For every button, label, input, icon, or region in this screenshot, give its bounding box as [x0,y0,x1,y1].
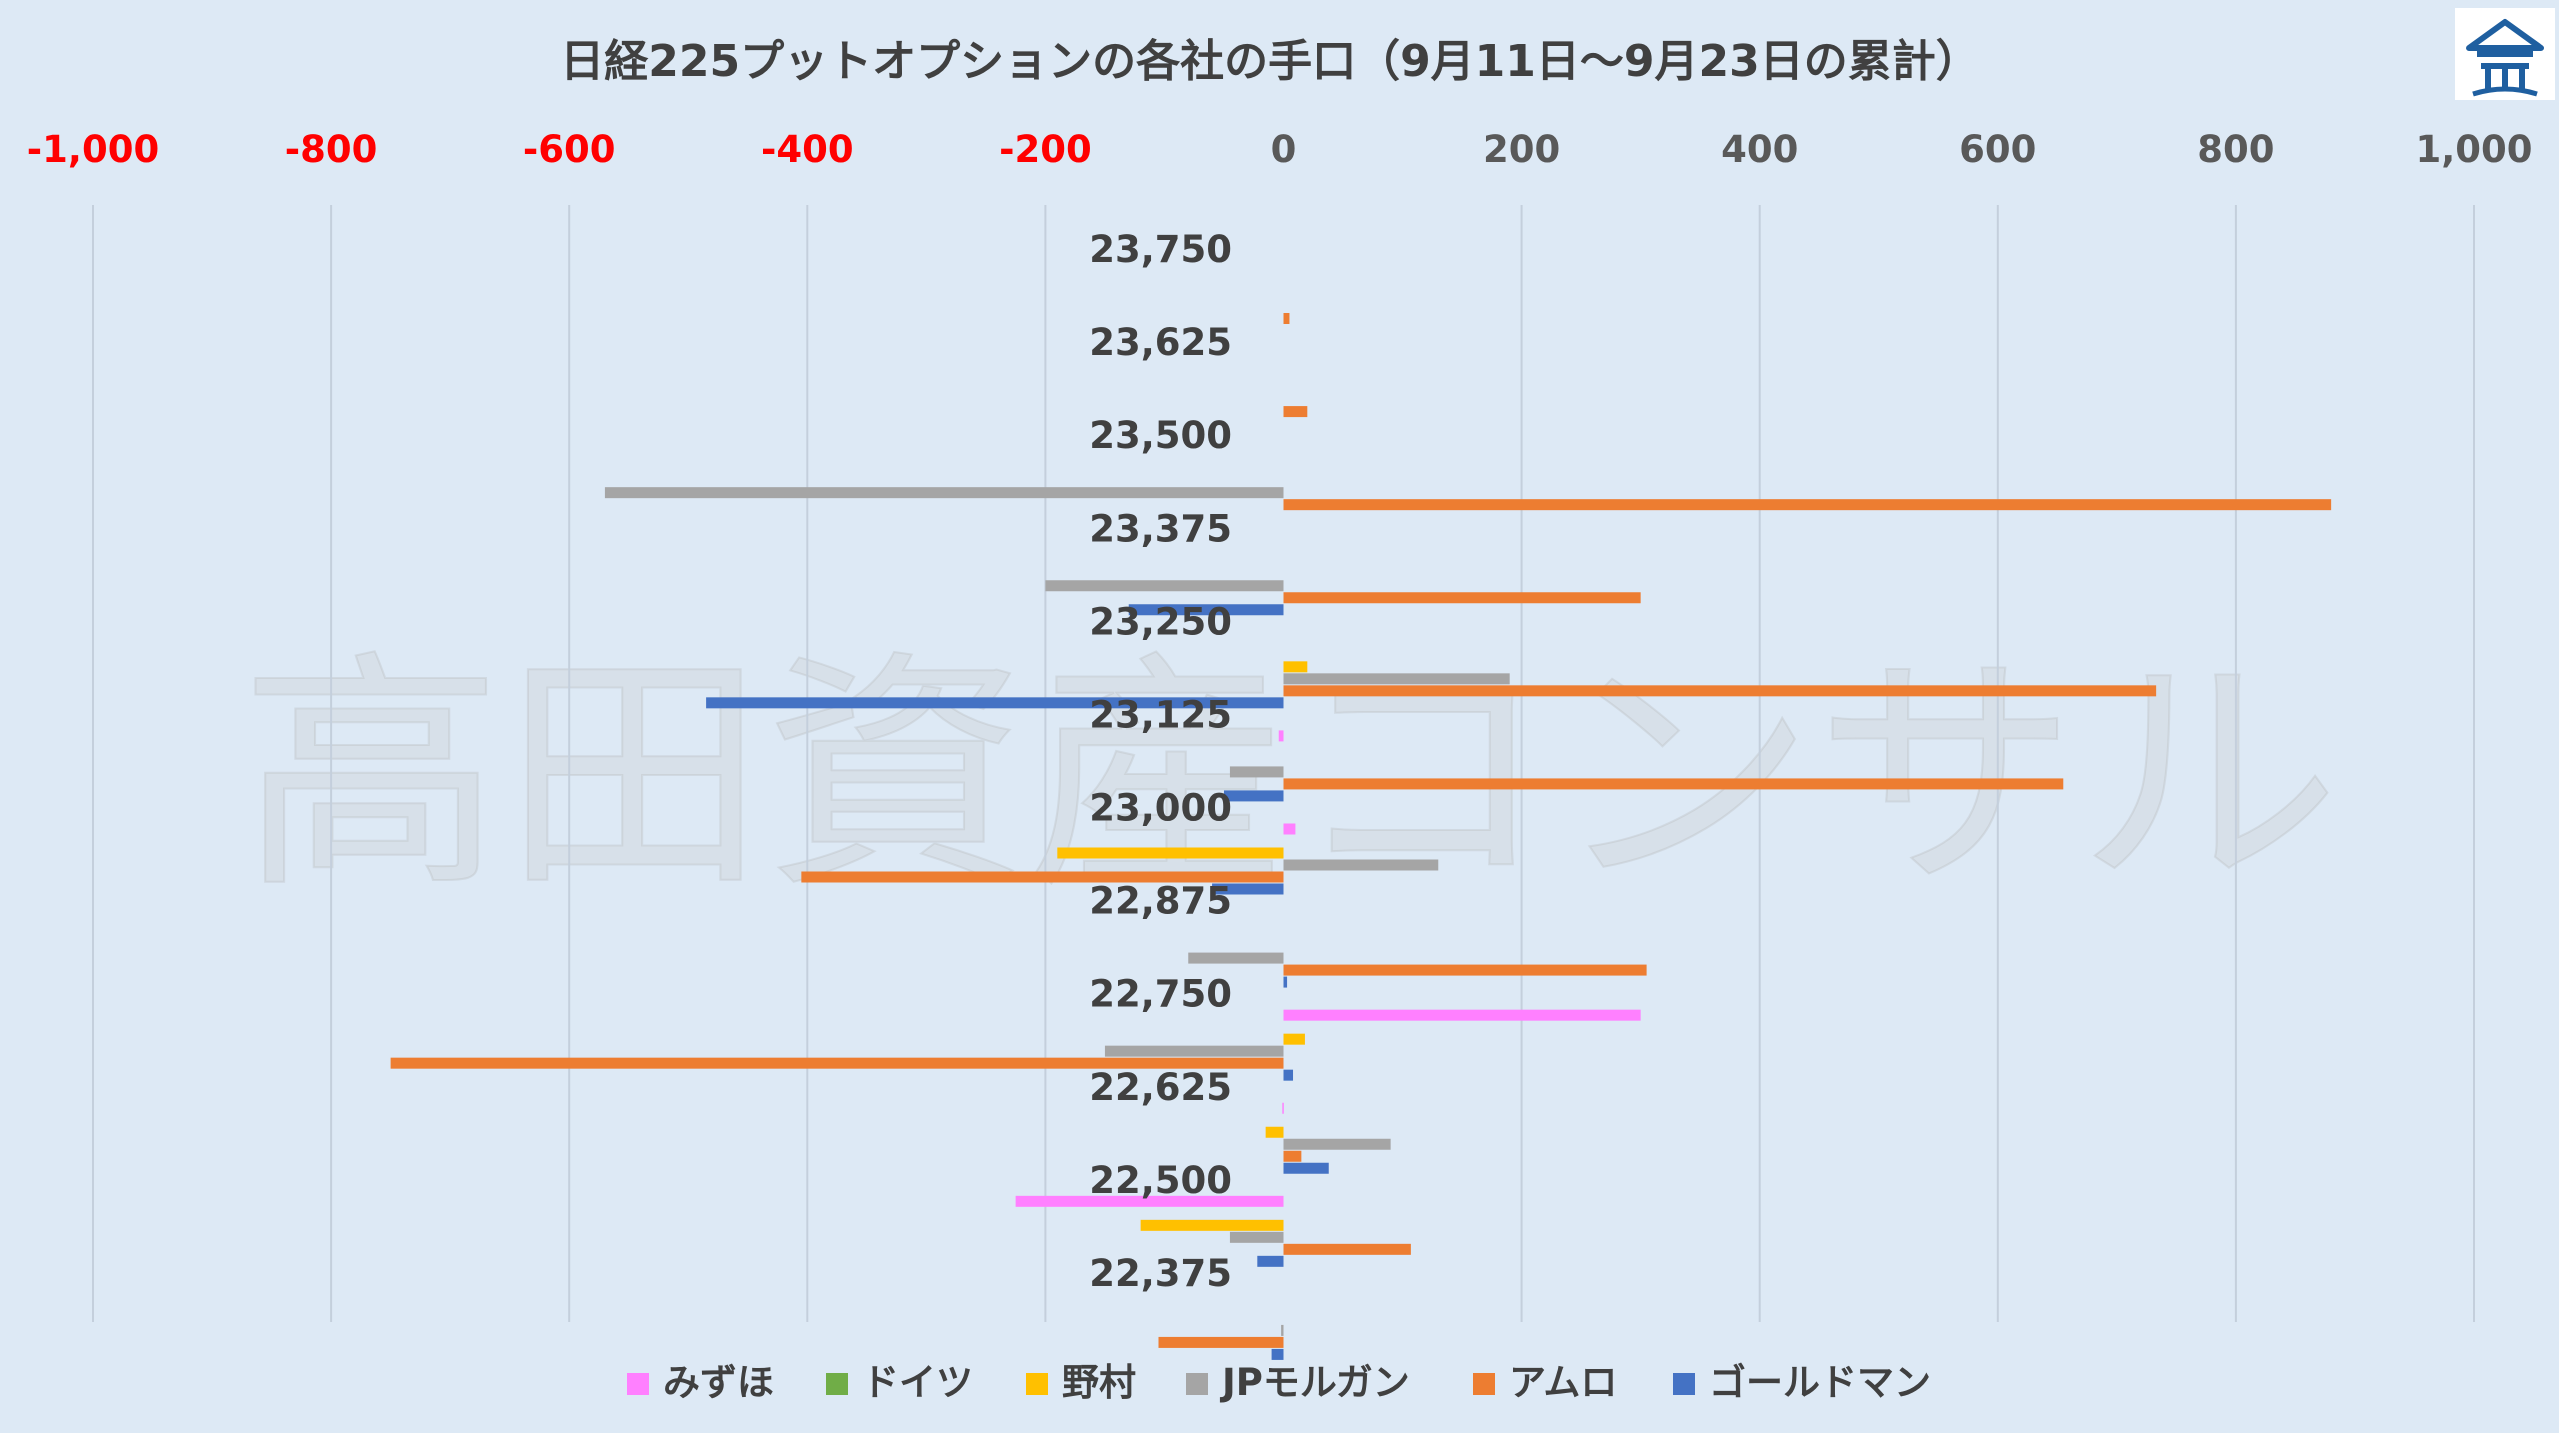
x-tick-label: 200 [1483,128,1560,171]
legend-label: JPモルガン [1219,1361,1410,1404]
grid-layer [92,205,2475,1322]
legend-swatch-野村 [1026,1373,1048,1395]
bar-アムロ-22,500 [1283,1243,1411,1255]
bars-layer [390,313,2332,1360]
x-tick-label: 600 [1959,128,2036,171]
legend-swatch-ドイツ [826,1373,848,1395]
bar-JPモルガン-22,875 [1188,952,1284,964]
bar-JPモルガン-23,375 [1045,580,1284,592]
bar-みずほ-23,125 [1278,730,1284,742]
bar-JPモルガン-23,500 [604,487,1284,499]
bar-野村-22,750 [1283,1033,1305,1045]
bar-JPモルガン-23,125 [1229,766,1284,778]
bar-アムロ-23,375 [1283,592,1641,604]
bar-JPモルガン-22,500 [1229,1231,1284,1243]
category-label: 23,750 [1089,228,1232,271]
bar-アムロ-22,875 [1283,964,1647,976]
legend-label: ドイツ [862,1361,973,1404]
bar-JPモルガン-22,750 [1104,1045,1284,1057]
legend-label: アムロ [1509,1361,1617,1404]
x-tick-label: -400 [761,128,854,171]
bar-JPモルガン-22,375 [1281,1324,1284,1336]
bar-ゴールドマン-22,375 [1271,1348,1284,1360]
legend: みずほ ドイツ 野村 JPモルガン アムロ ゴールドマン [627,1361,1931,1404]
bar-ゴールドマン-23,125 [1223,790,1284,802]
x-tick-label: -1,000 [27,128,159,171]
bar-アムロ-23,000 [801,871,1284,883]
x-tick-label: 400 [1721,128,1798,171]
legend-swatch-アムロ [1473,1373,1495,1395]
x-tick-label: -800 [285,128,378,171]
bar-ゴールドマン-23,250 [706,697,1284,709]
bar-アムロ-23,500 [1283,499,2332,511]
bar-ゴールドマン-22,500 [1257,1255,1284,1267]
category-label: 23,125 [1089,693,1232,736]
chart-title: 日経225プットオプションの各社の手口（9月11日〜9月23日の累計） [560,36,1980,87]
bar-野村-22,625 [1265,1126,1284,1138]
bar-みずほ-22,500 [1015,1195,1284,1207]
bar-野村-23,000 [1057,847,1284,859]
bar-JPモルガン-23,000 [1283,859,1439,871]
legend-label: ゴールドマン [1709,1361,1931,1404]
legend-swatch-みずほ [627,1373,649,1395]
bar-アムロ-22,750 [390,1057,1284,1069]
bar-アムロ-22,375 [1158,1336,1284,1348]
bar-アムロ-23,125 [1283,778,2064,790]
bar-アムロ-22,625 [1283,1150,1302,1162]
bar-ゴールドマン-22,750 [1283,1069,1294,1081]
x-tick-labels: -1,000 -800 -600 -400 -200 0 200 400 600 800 1,000 [27,128,2533,171]
bar-みずほ-22,625 [1282,1102,1284,1114]
legend-label: みずほ [663,1361,774,1404]
x-tick-label: 800 [2197,128,2274,171]
bar-みずほ-22,750 [1283,1009,1641,1021]
bar-ゴールドマン-22,875 [1283,976,1288,988]
category-label: 22,500 [1089,1159,1232,1202]
category-label: 23,625 [1089,321,1232,364]
x-tick-label: 1,000 [2415,128,2532,171]
x-tick-label: 0 [1271,128,1297,171]
category-label: 22,625 [1089,1066,1232,1109]
category-label: 23,500 [1089,414,1232,457]
bar-アムロ-23,750 [1283,313,1290,324]
category-labels: 23,750 23,625 23,500 23,375 23,250 23,125 23,0… [1089,228,1232,1295]
category-label: 22,750 [1089,973,1232,1016]
category-label: 22,875 [1089,880,1232,923]
bar-ゴールドマン-23,375 [1128,604,1284,616]
bar-野村-22,500 [1140,1219,1284,1231]
bar-ゴールドマン-22,625 [1283,1162,1329,1174]
bar-ゴールドマン-23,000 [1212,883,1284,895]
x-tick-label: -200 [999,128,1092,171]
category-label: 23,250 [1089,600,1232,643]
bar-野村-23,250 [1283,661,1308,673]
bar-JPモルガン-22,625 [1283,1138,1391,1150]
category-label: 23,375 [1089,507,1232,550]
x-tick-label: -600 [523,128,616,171]
legend-label: 野村 [1062,1361,1136,1404]
bar-JPモルガン-23,250 [1283,673,1510,685]
legend-swatch-ゴールドマン [1673,1373,1695,1395]
bar-みずほ-23,000 [1283,823,1296,835]
legend-swatch-JPモルガン [1186,1373,1208,1395]
bar-アムロ-23,625 [1283,406,1308,418]
category-label: 23,000 [1089,787,1232,830]
category-label: 22,375 [1089,1252,1232,1295]
house-logo-icon [2455,8,2555,100]
bar-アムロ-23,250 [1283,685,2157,697]
